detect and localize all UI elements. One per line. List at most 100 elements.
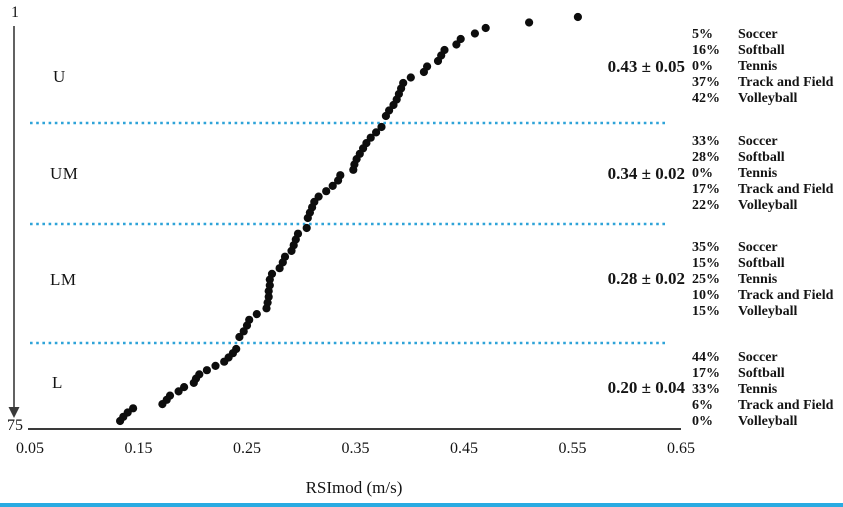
data-point (303, 213, 312, 223)
breakdown-row: 37% Track and Field (692, 75, 842, 91)
quartile-label-lm: LM (50, 270, 77, 289)
data-point (456, 34, 465, 44)
breakdown-sport: Tennis (738, 272, 778, 287)
data-point (287, 246, 296, 255)
breakdown-sport: Softball (738, 43, 785, 58)
breakdown-sport: Tennis (738, 59, 778, 74)
breakdown-pct: 0% (692, 166, 713, 181)
data-point (264, 287, 273, 296)
breakdown-sport: Soccer (738, 350, 778, 365)
breakdown-row: 15% Softball (692, 256, 842, 272)
breakdown-group-l: 44% Soccer 17% Softball 33% Tennis 6% Track and… (692, 350, 842, 430)
breakdown-pct: 37% (692, 75, 720, 90)
breakdown-row: 0% Tennis (692, 59, 842, 75)
breakdown-pct: 0% (692, 414, 713, 429)
breakdown-group-lm: 35% Soccer 15% Softball 25% Tennis 10% Track an… (692, 240, 842, 320)
data-point (265, 275, 274, 284)
data-point (470, 29, 479, 38)
breakdown-sport: Track and Field (738, 75, 834, 90)
x-tick-label: 0.65 (667, 440, 695, 457)
x-axis-title: RSImod (m/s) (305, 478, 403, 497)
data-point (381, 111, 390, 121)
data-point (220, 357, 229, 366)
breakdown-sport: Softball (738, 150, 785, 165)
breakdown-sport: Volleyball (738, 91, 798, 106)
breakdown-pct: 25% (692, 272, 720, 287)
data-point (433, 56, 443, 66)
breakdown-row: 5% Soccer (692, 27, 842, 43)
breakdown-row: 15% Volleyball (692, 304, 842, 320)
x-tick-label: 0.55 (558, 440, 587, 457)
breakdown-pct: 16% (692, 43, 720, 58)
x-tick-label: 0.35 (341, 440, 370, 457)
data-point (262, 304, 271, 313)
data-point (372, 128, 381, 137)
mean-sd-um: 0.34 ± 0.02 (607, 164, 685, 183)
rank-axis-arrowhead-icon (8, 407, 20, 418)
x-tick-label: 0.45 (450, 440, 478, 457)
breakdown-pct: 33% (692, 134, 720, 149)
breakdown-pct: 15% (692, 256, 720, 271)
data-point (116, 416, 125, 426)
quartile-label-um: UM (50, 164, 79, 183)
breakdown-pct: 33% (692, 382, 720, 397)
rank-top-label: 1 (11, 4, 19, 21)
breakdown-sport: Softball (738, 256, 785, 271)
breakdown-sport: Volleyball (738, 198, 798, 213)
breakdown-sport: Track and Field (738, 288, 834, 303)
data-point (302, 223, 311, 233)
data-point (419, 67, 428, 77)
breakdown-pct: 35% (692, 240, 720, 255)
quartile-label-l: L (52, 373, 63, 392)
breakdown-sport: Tennis (738, 166, 778, 181)
data-point (275, 264, 284, 273)
breakdown-sport: Softball (738, 366, 785, 381)
breakdown-pct: 44% (692, 350, 720, 365)
rank-bottom-label: 75 (7, 417, 23, 434)
mean-sd-l: 0.20 ± 0.04 (607, 378, 685, 397)
breakdown-group-u: 5% Soccer 16% Softball 0% Tennis 37% Track and … (692, 27, 842, 107)
breakdown-row: 10% Track and Field (692, 288, 842, 304)
breakdown-sport: Track and Field (738, 182, 834, 197)
breakdown-group-um: 33% Soccer 28% Softball 0% Tennis 17% Track and… (692, 134, 842, 214)
breakdown-sport: Volleyball (738, 304, 798, 319)
data-point (235, 332, 244, 342)
data-point (452, 40, 461, 49)
data-point (573, 12, 583, 22)
bottom-rule (0, 503, 843, 507)
breakdown-sport: Tennis (738, 382, 778, 397)
breakdown-pct: 5% (692, 27, 713, 42)
quartile-label-u: U (53, 67, 66, 86)
breakdown-row: 33% Tennis (692, 382, 842, 398)
data-point (389, 100, 398, 110)
data-point (158, 400, 167, 409)
breakdown-row: 44% Soccer (692, 350, 842, 366)
x-tick-label: 0.05 (16, 440, 44, 457)
data-point (239, 327, 248, 336)
x-tick-label: 0.25 (233, 440, 261, 457)
breakdown-sport: Volleyball (738, 414, 798, 429)
data-point (174, 387, 183, 396)
breakdown-row: 25% Tennis (692, 272, 842, 288)
breakdown-row: 0% Tennis (692, 166, 842, 182)
breakdown-pct: 15% (692, 304, 720, 319)
breakdown-row: 42% Volleyball (692, 91, 842, 107)
breakdown-pct: 0% (692, 59, 713, 74)
breakdown-row: 35% Soccer (692, 240, 842, 256)
data-point (189, 378, 198, 387)
data-point (180, 383, 189, 392)
breakdown-pct: 42% (692, 91, 720, 106)
breakdown-row: 22% Volleyball (692, 198, 842, 214)
mean-sd-u: 0.43 ± 0.05 (607, 57, 685, 76)
breakdown-row: 6% Track and Field (692, 398, 842, 414)
breakdown-row: 33% Soccer (692, 134, 842, 150)
data-point (328, 181, 337, 190)
data-point (252, 310, 261, 319)
data-point (525, 18, 534, 27)
breakdown-pct: 10% (692, 288, 720, 303)
breakdown-row: 28% Softball (692, 150, 842, 166)
breakdown-pct: 28% (692, 150, 720, 165)
x-tick-label: 0.15 (124, 440, 153, 457)
data-point (481, 23, 490, 33)
